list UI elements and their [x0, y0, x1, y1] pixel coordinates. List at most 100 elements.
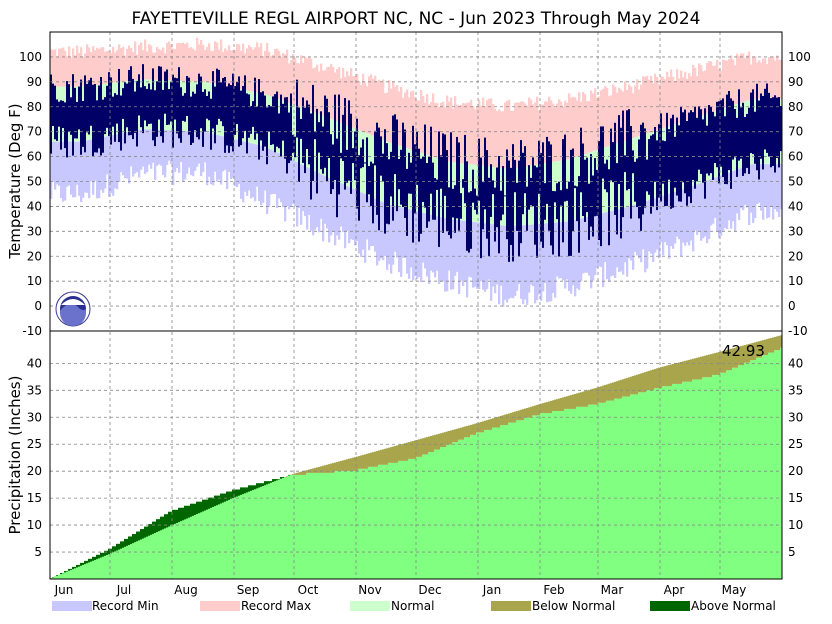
- above-normal-bar: [256, 483, 258, 488]
- precip-tick-right: 25: [788, 437, 803, 451]
- record-min-bar: [368, 196, 370, 250]
- record-min-bar: [364, 194, 366, 263]
- above-normal-bar: [258, 483, 260, 487]
- observed-temp-bar: [580, 128, 582, 193]
- record-max-bar: [180, 43, 182, 81]
- record-max-bar: [624, 81, 626, 140]
- observed-temp-bar: [210, 99, 212, 150]
- below-normal-bar: [520, 410, 522, 420]
- temp-tick-right: 80: [788, 100, 803, 114]
- observed-temp-bar: [412, 126, 414, 243]
- precip-observed-bar: [778, 350, 780, 579]
- above-normal-bar: [208, 498, 210, 509]
- precip-observed-bar: [690, 382, 692, 579]
- month-tick-label: Jan: [482, 583, 502, 597]
- precip-observed-bar: [508, 423, 510, 579]
- record-min-bar: [250, 143, 252, 198]
- precip-observed-bar: [198, 502, 200, 579]
- record-max-bar: [126, 49, 128, 81]
- below-normal-bar: [412, 441, 414, 459]
- record-max-bar: [400, 87, 402, 146]
- record-min-bar: [54, 142, 56, 190]
- below-normal-bar: [366, 454, 368, 469]
- legend-label: Normal: [391, 599, 434, 613]
- precip-observed-bar: [86, 561, 88, 579]
- record-min-bar: [244, 142, 246, 192]
- precip-observed-bar: [452, 442, 454, 579]
- precip-observed-bar: [486, 430, 488, 579]
- precip-observed-bar: [448, 445, 450, 579]
- observed-temp-bar: [194, 94, 196, 131]
- record-min-bar: [270, 150, 272, 195]
- observed-temp-bar: [732, 101, 734, 160]
- below-normal-bar: [626, 378, 628, 397]
- observed-temp-bar: [646, 160, 648, 192]
- record-max-bar: [186, 43, 188, 82]
- observed-temp-bar: [528, 165, 530, 209]
- above-normal-bar: [274, 479, 276, 481]
- precip-observed-bar: [562, 411, 564, 579]
- below-normal-bar: [324, 465, 326, 473]
- below-normal-bar: [578, 393, 580, 407]
- observed-temp-bar: [52, 84, 54, 126]
- record-min-bar: [86, 140, 88, 192]
- observed-temp-bar: [458, 142, 460, 230]
- record-min-bar: [674, 192, 676, 244]
- below-normal-bar: [570, 395, 572, 409]
- record-max-bar: [670, 70, 672, 126]
- record-min-bar: [644, 202, 646, 273]
- record-min-bar: [340, 183, 342, 226]
- month-tick-label: Nov: [358, 583, 381, 597]
- above-normal-bar: [242, 487, 244, 494]
- observed-temp-bar: [630, 126, 632, 219]
- record-min-bar: [184, 131, 186, 180]
- precip-observed-bar: [474, 435, 476, 579]
- precip-observed-bar: [226, 492, 228, 579]
- observed-temp-bar: [448, 187, 450, 235]
- record-max-bar: [676, 69, 678, 124]
- record-min-bar: [652, 199, 654, 262]
- precip-observed-bar: [200, 502, 202, 579]
- precip-observed-bar: [244, 487, 246, 579]
- above-normal-bar: [260, 483, 262, 487]
- observed-temp-bar: [606, 160, 608, 193]
- above-normal-bar: [186, 506, 188, 519]
- record-min-bar: [684, 188, 686, 245]
- precip-tick-right: 30: [788, 410, 803, 424]
- observed-temp-bar: [564, 135, 566, 202]
- record-min-bar: [440, 217, 442, 282]
- above-normal-bar: [244, 487, 246, 493]
- record-min-bar: [248, 143, 250, 191]
- temp-tick-left: 80: [27, 100, 42, 114]
- precip-observed-bar: [390, 463, 392, 579]
- precip-observed-bar: [442, 447, 444, 579]
- below-normal-bar: [616, 381, 618, 398]
- precip-observed-bar: [626, 396, 628, 579]
- below-normal-bar: [628, 377, 630, 396]
- legend-label: Below Normal: [532, 599, 615, 613]
- below-normal-bar: [592, 389, 594, 405]
- precip-observed-bar: [576, 407, 578, 579]
- record-min-bar: [158, 130, 160, 164]
- below-normal-bar: [532, 406, 534, 415]
- observed-temp-bar: [346, 150, 348, 183]
- below-normal-bar: [448, 431, 450, 445]
- record-min-bar: [342, 184, 344, 232]
- observed-temp-bar: [60, 100, 62, 149]
- below-normal-bar: [692, 359, 694, 380]
- record-max-bar: [646, 76, 648, 134]
- precip-observed-bar: [740, 365, 742, 579]
- record-max-bar: [500, 111, 502, 168]
- below-normal-bar: [488, 420, 490, 430]
- observed-temp-bar: [334, 95, 336, 180]
- record-min-bar: [714, 178, 716, 218]
- record-max-bar: [228, 45, 230, 87]
- record-min-bar: [320, 174, 322, 219]
- record-max-bar: [678, 78, 680, 123]
- precip-observed-bar: [454, 442, 456, 579]
- below-normal-bar: [662, 367, 664, 387]
- observed-temp-bar: [176, 78, 178, 133]
- above-normal-bar: [202, 500, 204, 512]
- record-min-bar: [560, 222, 562, 278]
- record-max-bar: [144, 39, 146, 79]
